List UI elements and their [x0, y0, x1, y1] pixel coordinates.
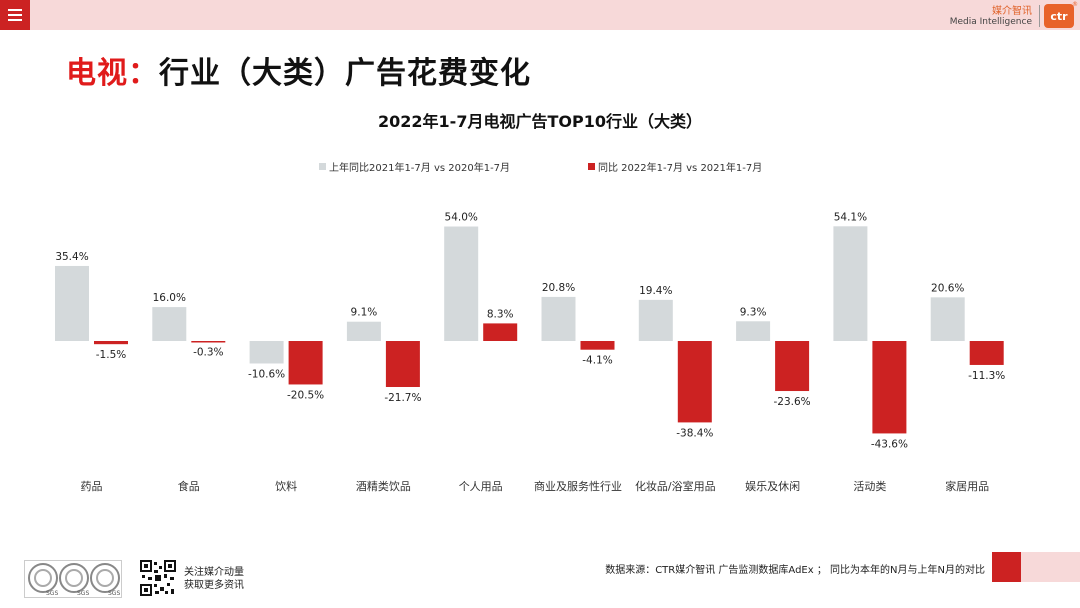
- category-label: 食品: [178, 479, 200, 493]
- bar: [249, 341, 284, 364]
- bar: [580, 341, 615, 350]
- qr-code-icon: [140, 560, 176, 596]
- logo-text: ctr: [1050, 9, 1068, 23]
- follow-line-2: 获取更多资讯: [184, 580, 244, 591]
- brand-divider: [1039, 5, 1040, 27]
- data-label: 9.1%: [351, 307, 378, 319]
- cert-label: SGS: [46, 590, 59, 597]
- category-label: 家居用品: [945, 479, 989, 493]
- category-label: 饮料: [275, 479, 297, 493]
- certification-badge-icon: [59, 563, 89, 593]
- brand-name-en: Media Intelligence: [949, 17, 1032, 27]
- bar: [677, 341, 712, 423]
- hamburger-icon: [8, 9, 22, 21]
- legend-label: 上年同比2021年1-7月 vs 2020年1-7月: [329, 161, 510, 174]
- certification-badge-icon: [90, 563, 120, 593]
- category-label: 活动类: [853, 479, 886, 493]
- data-label: -20.5%: [287, 389, 324, 401]
- legend-label: 同比 2022年1-7月 vs 2021年1-7月: [598, 161, 762, 174]
- data-label: 20.8%: [542, 282, 575, 294]
- data-label: -1.5%: [96, 349, 126, 361]
- data-label: -0.3%: [193, 347, 223, 359]
- bar: [385, 341, 420, 388]
- legend-swatch: [588, 163, 595, 170]
- follow-line-1: 关注媒介动量: [184, 567, 244, 578]
- category-label: 酒精类饮品: [356, 479, 411, 493]
- page-title: 电视：行业（大类）广告花费变化: [66, 48, 531, 92]
- category-label: 商业及服务性行业: [534, 479, 622, 493]
- data-label: -38.4%: [676, 427, 713, 439]
- bar-chart: 上年同比2021年1-7月 vs 2020年1-7月 同比 2022年1-7月 v…: [55, 161, 1005, 493]
- bar: [930, 297, 965, 341]
- category-label: 娱乐及休闲: [745, 479, 800, 493]
- data-label: 9.3%: [740, 306, 767, 318]
- bar: [775, 341, 810, 392]
- bar: [152, 307, 187, 341]
- brand-name-cn: 媒介智讯: [992, 6, 1032, 17]
- page-title-accent: 电视：: [66, 56, 159, 91]
- data-label: -11.3%: [968, 370, 1005, 382]
- ctr-logo: ctr: [1044, 4, 1074, 28]
- data-label: 54.0%: [445, 212, 478, 224]
- bar: [833, 226, 868, 341]
- bar: [444, 226, 479, 341]
- data-label: -23.6%: [774, 396, 811, 408]
- data-label: 20.6%: [931, 282, 964, 294]
- bar: [736, 321, 771, 341]
- data-label: -21.7%: [384, 392, 421, 404]
- menu-button[interactable]: [0, 0, 30, 30]
- certification-badge-icon: [28, 563, 58, 593]
- brand-text: 媒介智讯 Media Intelligence: [950, 6, 1032, 28]
- legend-swatch: [319, 163, 326, 170]
- bar: [288, 341, 323, 385]
- category-label: 化妆品/浴室用品: [635, 479, 716, 493]
- bar: [969, 341, 1004, 365]
- category-label: 个人用品: [459, 480, 503, 493]
- bar: [483, 323, 518, 341]
- category-label: 药品: [81, 480, 103, 493]
- data-label: -4.1%: [582, 355, 612, 367]
- page-title-main: 行业（大类）广告花费变化: [159, 56, 531, 91]
- bar: [346, 321, 381, 341]
- cert-label: SGS: [108, 590, 121, 597]
- cert-label: SGS: [77, 590, 90, 597]
- bar: [541, 296, 576, 341]
- data-label: -10.6%: [248, 368, 285, 380]
- data-label: 16.0%: [153, 292, 186, 304]
- data-label: 19.4%: [639, 285, 672, 297]
- certification-frame: [24, 560, 122, 598]
- bar: [638, 299, 673, 341]
- data-label: 54.1%: [834, 211, 867, 223]
- top-bar: [0, 0, 1080, 30]
- bottom-accent-block: [992, 552, 1021, 582]
- data-label: 8.3%: [487, 308, 514, 320]
- registered-mark: ®: [1072, 1, 1078, 8]
- data-label: -43.6%: [871, 438, 908, 450]
- bar: [191, 341, 226, 343]
- bar: [94, 341, 128, 345]
- follow-prompt: 关注媒介动量 获取更多资讯: [184, 566, 244, 592]
- data-label: 35.4%: [55, 251, 88, 263]
- chart-title: 2022年1-7月电视广告TOP10行业（大类）: [378, 112, 702, 131]
- data-source-note: 数据来源：CTR媒介智讯 广告监测数据库AdEx ； 同比为本年的N月与上年N月…: [605, 565, 985, 576]
- bar: [55, 265, 89, 341]
- bar: [872, 341, 907, 434]
